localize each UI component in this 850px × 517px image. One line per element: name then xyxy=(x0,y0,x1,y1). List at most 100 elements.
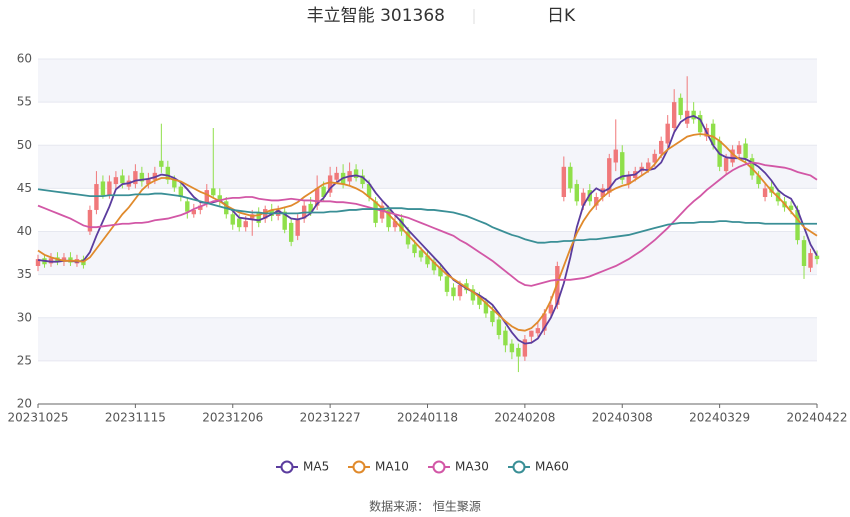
candle-body xyxy=(139,172,145,182)
y-tick-label: 35 xyxy=(17,267,32,281)
candle-body xyxy=(172,179,177,188)
candle-body xyxy=(146,178,151,185)
legend-marker xyxy=(352,460,366,474)
legend-label: MA5 xyxy=(303,460,329,474)
candle-body xyxy=(399,218,404,232)
y-tick-label: 40 xyxy=(17,224,32,238)
candle-body xyxy=(120,175,125,184)
candle-body xyxy=(626,175,631,185)
y-tick-label: 30 xyxy=(17,310,32,324)
candle-body xyxy=(756,175,761,185)
y-tick-label: 45 xyxy=(17,181,32,195)
candle-body xyxy=(444,276,450,292)
candle-body xyxy=(87,209,93,232)
candle-body xyxy=(542,313,547,331)
candle-body xyxy=(483,302,489,314)
candle-body xyxy=(308,203,313,213)
candle-body xyxy=(646,162,651,170)
candle-body xyxy=(581,192,586,206)
candle-body xyxy=(353,169,359,179)
x-tick-label: 20231206 xyxy=(202,411,263,425)
candle-body xyxy=(185,201,190,212)
candle-body xyxy=(133,171,138,185)
candle-body xyxy=(743,143,748,159)
candle-body xyxy=(412,244,417,254)
candle-body xyxy=(795,209,800,241)
y-tick-label: 60 xyxy=(17,52,32,66)
candle-body xyxy=(230,214,235,225)
candle-body xyxy=(665,123,670,144)
y-tick-label: 25 xyxy=(17,353,32,367)
x-tick-label: 20240329 xyxy=(689,411,750,425)
candle-body xyxy=(204,190,209,204)
candle-body xyxy=(100,181,106,196)
candle-body xyxy=(574,184,580,202)
candle-body xyxy=(373,201,378,223)
y-tick-label: 50 xyxy=(17,138,32,152)
candle-body xyxy=(736,145,742,154)
candle-body xyxy=(282,211,287,230)
candle-body xyxy=(762,188,768,197)
y-tick-label: 55 xyxy=(17,95,32,109)
candle-body xyxy=(178,186,184,197)
candle-body xyxy=(652,153,657,163)
candle-body xyxy=(314,188,320,206)
candle-body xyxy=(198,205,203,210)
candle-body xyxy=(801,240,807,266)
x-tick-label: 20240208 xyxy=(494,411,555,425)
candle-body xyxy=(392,221,398,228)
candle-body xyxy=(321,186,326,197)
x-tick-label: 20240308 xyxy=(592,411,653,425)
candle-body xyxy=(243,221,248,228)
candle-body xyxy=(217,195,222,202)
legend-label: MA60 xyxy=(535,460,569,474)
candle-body xyxy=(697,115,703,133)
candle-body xyxy=(477,296,482,305)
candle-body xyxy=(457,284,463,297)
candle-body xyxy=(366,184,372,197)
candle-body xyxy=(730,149,735,163)
legend-label: MA10 xyxy=(375,460,409,474)
candle-body xyxy=(165,166,171,180)
candle-body xyxy=(256,212,261,223)
ma-line xyxy=(37,133,818,332)
x-tick-label: 20240422 xyxy=(786,411,847,425)
candle-body xyxy=(710,123,716,146)
legend-marker xyxy=(432,460,446,474)
candle-body xyxy=(451,287,456,297)
chart-subtitle: 日K xyxy=(547,6,576,26)
candle-body xyxy=(237,218,242,228)
candle-body xyxy=(490,310,495,323)
grid-band xyxy=(38,317,817,361)
candle-body xyxy=(386,209,391,228)
candle-body xyxy=(808,253,813,268)
legend-marker xyxy=(280,460,294,474)
candle-body xyxy=(529,330,534,337)
source-note: 数据来源： 恒生聚源 xyxy=(369,499,481,514)
candle-body xyxy=(607,158,612,193)
candle-body xyxy=(671,102,677,128)
candle-body xyxy=(678,97,683,116)
candle-body xyxy=(509,343,515,353)
candle-body xyxy=(659,140,664,154)
legend-label: MA30 xyxy=(455,460,489,474)
candle-body xyxy=(334,172,339,180)
candle-body xyxy=(594,197,599,206)
candle-body xyxy=(723,158,729,172)
candle-body xyxy=(561,166,567,197)
candle-body xyxy=(405,231,411,245)
candle-body xyxy=(522,339,528,357)
ma-line xyxy=(37,114,818,345)
y-tick-label: 20 xyxy=(17,397,32,411)
candle-body xyxy=(814,255,820,260)
x-tick-label: 20231227 xyxy=(300,411,361,425)
candle-body xyxy=(418,250,424,258)
candle-body xyxy=(113,177,119,185)
grid-band xyxy=(38,59,817,103)
candle-body xyxy=(327,175,333,193)
x-tick-label: 20231115 xyxy=(105,411,166,425)
candle-body xyxy=(470,289,476,301)
candle-body xyxy=(360,175,365,185)
